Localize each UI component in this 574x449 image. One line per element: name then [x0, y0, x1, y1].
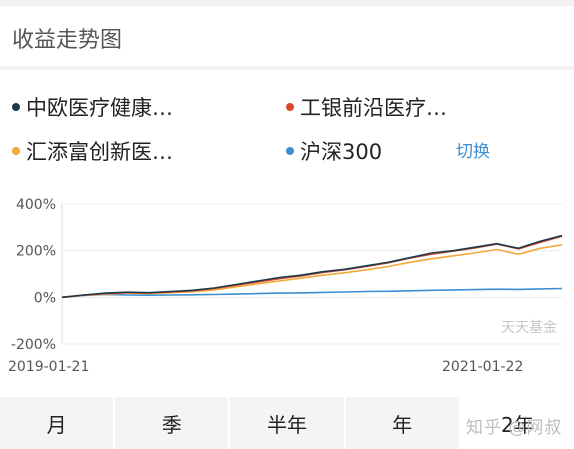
y-tick-label: 0%	[34, 290, 56, 306]
legend-label-2: 工银前沿医疗…	[300, 96, 447, 120]
period-tabs: 月 季 半年 年 2年	[0, 397, 574, 449]
y-tick-label: 200%	[16, 244, 56, 260]
y-tick-label: 400%	[16, 197, 56, 213]
legend-item-1: 中欧医疗健康…	[12, 92, 173, 122]
legend-dot-4	[286, 147, 294, 155]
tab-month[interactable]: 月	[0, 397, 116, 449]
legend-dot-3	[12, 147, 20, 155]
page-title: 收益走势图	[12, 28, 123, 53]
series-line-1	[61, 234, 563, 299]
legend-dot-1	[12, 103, 20, 111]
x-tick-label-start: 2019-01-21	[8, 359, 89, 375]
site-watermark: 知乎 @网叔	[466, 418, 563, 438]
legend-dot-2	[286, 103, 294, 111]
legend-item-4: 沪深300	[286, 136, 382, 166]
switch-button[interactable]: 切换	[456, 142, 490, 162]
returns-chart: 400% 200% 0% -200% 2019-01-21 2021-01-22	[8, 197, 563, 375]
legend-item-3: 汇添富创新医…	[12, 136, 173, 166]
chart-watermark: 天天基金	[501, 320, 557, 336]
tab-two-years[interactable]: 2年	[460, 397, 574, 449]
top-strip	[0, 0, 574, 6]
section-divider	[0, 66, 574, 70]
tab-half-year[interactable]: 半年	[230, 397, 346, 449]
tab-quarter[interactable]: 季	[115, 397, 231, 449]
legend-label-4: 沪深300	[300, 140, 383, 164]
x-tick-label-end: 2021-01-22	[442, 359, 523, 375]
y-tick-label: -200%	[11, 337, 56, 353]
series-line-4	[61, 287, 563, 299]
tab-year[interactable]: 年	[345, 397, 461, 449]
legend-item-2: 工银前沿医疗…	[286, 92, 447, 122]
legend-label-3: 汇添富创新医…	[26, 140, 173, 164]
legend-label-1: 中欧医疗健康…	[26, 96, 173, 120]
